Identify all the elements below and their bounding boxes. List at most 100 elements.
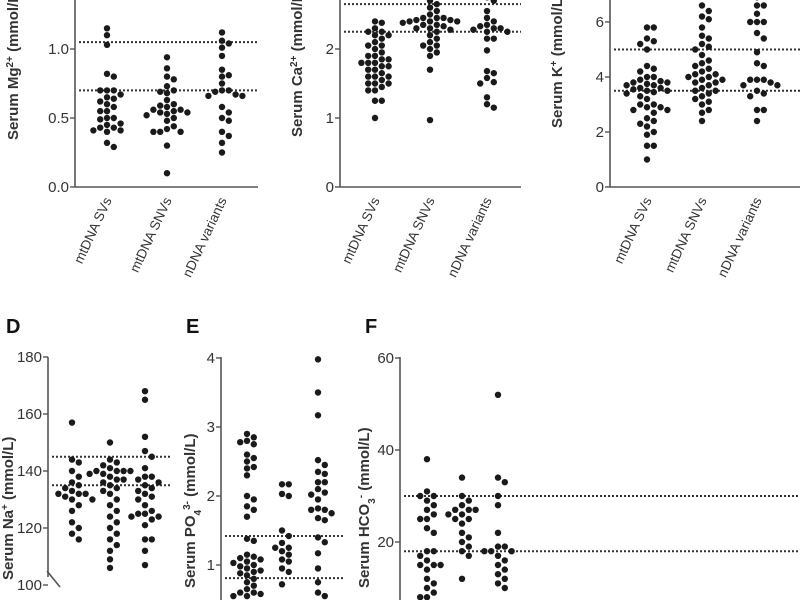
data-point [664, 87, 671, 94]
data-point [103, 128, 111, 135]
data-point [250, 537, 257, 545]
data-point [705, 73, 712, 81]
data-point [692, 71, 699, 78]
data-point [143, 112, 150, 119]
data-point [433, 21, 440, 29]
data-point [141, 447, 149, 455]
y-tick-label: 100 [17, 577, 42, 594]
data-point [250, 463, 257, 471]
data-point [452, 515, 459, 523]
data-point [630, 79, 637, 86]
data-point [321, 516, 328, 524]
data-point [157, 88, 164, 95]
data-point [423, 497, 431, 504]
data-point [103, 87, 111, 94]
data-point [218, 87, 226, 94]
data-point [483, 14, 491, 22]
data-point [218, 103, 226, 111]
data-point [643, 24, 651, 31]
data-point [237, 554, 244, 562]
data-point [106, 502, 114, 509]
data-point [378, 42, 385, 49]
data-point [650, 117, 657, 125]
y-axis-label: Serum K+ (mmol/L) [549, 0, 567, 128]
data-point [285, 551, 292, 558]
data-point [423, 594, 431, 600]
data-point [488, 548, 495, 555]
data-point [75, 502, 83, 509]
data-point [371, 114, 379, 122]
data-point [426, 66, 434, 73]
data-point [643, 115, 651, 122]
data-point [103, 41, 111, 49]
data-point [643, 62, 651, 70]
data-point [494, 561, 502, 569]
data-point [250, 454, 257, 462]
category-label: mtDNA SVs [71, 195, 115, 266]
data-point [163, 83, 171, 90]
data-point [483, 21, 491, 29]
data-point [430, 548, 437, 555]
y-tick-label: 0.0 [48, 179, 69, 196]
data-point [243, 472, 251, 479]
data-point [243, 535, 251, 542]
data-point [760, 90, 767, 97]
data-point [705, 57, 712, 64]
data-point [650, 73, 657, 81]
data-point [75, 459, 83, 466]
data-point [378, 63, 385, 70]
data-point [501, 543, 508, 550]
data-point [113, 507, 121, 515]
data-point [643, 73, 651, 81]
data-point [218, 114, 226, 122]
data-point [413, 25, 420, 32]
data-point [177, 106, 184, 113]
data-point [218, 37, 226, 44]
data-point [120, 467, 127, 475]
data-point [237, 563, 244, 570]
data-point [760, 76, 767, 83]
data-point [378, 19, 385, 26]
data-point [371, 97, 379, 104]
data-point [698, 109, 706, 116]
data-point [650, 82, 657, 89]
category-label: nDNA variants [715, 195, 765, 280]
data-point [753, 76, 761, 83]
data-point [494, 552, 502, 559]
data-point [113, 519, 121, 526]
data-point [243, 579, 251, 586]
data-point [225, 117, 232, 124]
data-point [163, 73, 171, 80]
data-point [423, 506, 431, 513]
data-point [285, 558, 292, 565]
data-point [278, 490, 286, 498]
y-tick-label: 4 [207, 350, 215, 367]
data-point [426, 11, 434, 18]
data-point [440, 23, 447, 30]
data-point [243, 585, 251, 593]
panel-letter: F [365, 316, 377, 338]
y-axis-label-part: (mmol/L) [5, 0, 22, 56]
data-point [430, 492, 437, 500]
data-point [760, 62, 767, 70]
data-point [68, 496, 76, 503]
data-point [237, 438, 244, 446]
y-axis-label-part: 2+ [289, 55, 300, 67]
data-point [68, 487, 76, 495]
data-point [128, 513, 135, 520]
category-label: mtDNA SNVs [662, 195, 710, 275]
category-label: nDNA variants [180, 195, 230, 280]
data-point [314, 412, 322, 419]
data-point [212, 88, 219, 95]
data-point [426, 38, 434, 46]
data-point [433, 49, 440, 56]
data-point [75, 482, 83, 489]
data-point [106, 482, 114, 489]
data-point [97, 124, 104, 131]
y-axis-label-part: (mmol/L) [356, 427, 373, 495]
data-point [218, 149, 226, 156]
data-point [285, 492, 292, 500]
data-point [698, 40, 706, 48]
data-point [157, 109, 164, 116]
data-point [637, 101, 644, 108]
